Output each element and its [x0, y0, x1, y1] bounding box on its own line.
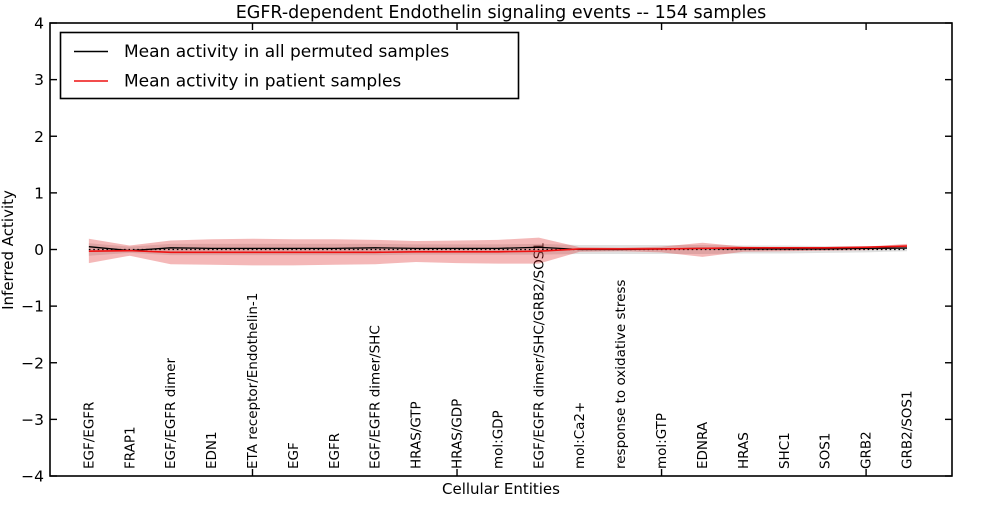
x-tick-label: EDNRA	[695, 421, 711, 469]
legend-label-patient: Mean activity in patient samples	[124, 72, 401, 92]
y-tick-label: −4	[21, 468, 44, 486]
x-tick-label: SHC1	[777, 432, 793, 469]
x-tick-label: FRAP1	[122, 426, 138, 469]
x-tick-labels: EGF/EGFR FRAP1 EGF/EGFR dimer EDN1 ETA recep…	[81, 242, 915, 469]
y-tick-labels: −4 −3 −2 −1 0 1 2 3 4	[21, 15, 44, 486]
x-tick-label: GRB2	[859, 431, 875, 469]
legend: Mean activity in all permuted samples Me…	[59, 31, 520, 100]
y-tick-label: −1	[21, 298, 44, 316]
series-line-patient-mean	[88, 245, 908, 254]
x-tick-label: EGF/EGFR	[81, 402, 97, 469]
x-tick-label: response to oxidative stress	[613, 280, 629, 469]
x-tick-label: EGF	[286, 442, 302, 469]
y-tick-label: 1	[34, 184, 44, 202]
y-tick-label: −3	[21, 411, 44, 429]
y-tick-label: 3	[34, 71, 44, 89]
x-tick-label: SOS1	[818, 433, 834, 469]
axis-ticks	[50, 22, 952, 477]
legend-label-permuted: Mean activity in all permuted samples	[124, 42, 449, 62]
x-tick-label: EGF/EGFR dimer	[163, 357, 179, 469]
x-tick-label: EGFR	[327, 433, 343, 469]
series-line-permuted-mean	[88, 246, 908, 252]
x-tick-label: HRAS/GDP	[450, 399, 466, 469]
y-tick-label: 4	[34, 15, 44, 33]
x-axis-label: Cellular Entities	[442, 480, 560, 498]
x-tick-label: mol:GTP	[654, 413, 670, 469]
chart-title: EGFR-dependent Endothelin signaling even…	[236, 3, 767, 23]
legend-box	[59, 31, 520, 100]
y-axis-label: Inferred Activity	[0, 190, 17, 310]
x-tick-label: ETA receptor/Endothelin-1	[245, 293, 261, 469]
x-tick-label: HRAS	[736, 432, 752, 469]
y-tick-label: 0	[34, 241, 44, 259]
y-tick-label: 2	[34, 128, 44, 146]
x-tick-label: EGF/EGFR dimer/SHC/GRB2/SOS1	[531, 242, 547, 469]
x-tick-label: HRAS/GTP	[409, 401, 425, 469]
x-tick-label: EGF/EGFR dimer/SHC	[368, 325, 384, 469]
series-lines	[88, 245, 908, 254]
y-tick-label: −2	[21, 354, 44, 372]
x-tick-label: mol:Ca2+	[572, 402, 588, 469]
x-tick-label: EDN1	[204, 431, 220, 469]
x-tick-label: mol:GDP	[490, 410, 506, 469]
x-tick-label: GRB2/SOS1	[900, 390, 916, 469]
